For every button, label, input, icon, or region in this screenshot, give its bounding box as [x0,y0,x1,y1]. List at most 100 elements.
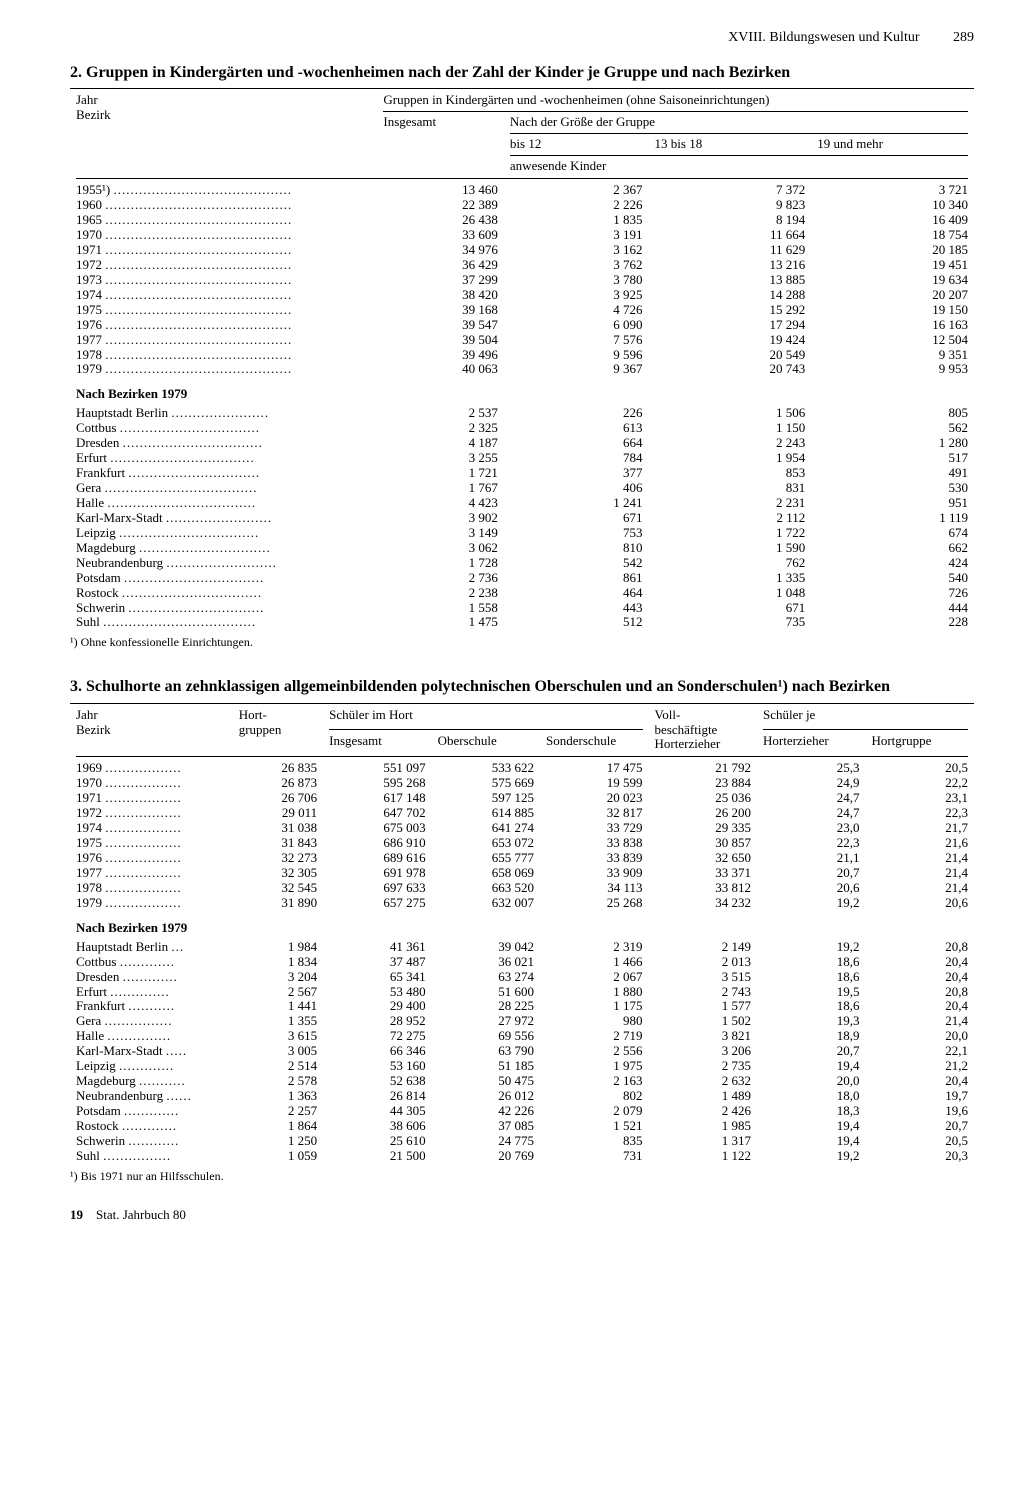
cell: 1 150 [649,421,812,436]
cell: 1 984 [233,940,323,955]
table-row: 1974 ..................31 038675 003641 … [70,821,974,836]
cell: 28 952 [323,1014,431,1029]
row-label: 1972 .................. [70,806,233,821]
cell: 18,6 [757,955,865,970]
cell: 686 910 [323,836,431,851]
cell: 675 003 [323,821,431,836]
t1-h-groupsize: Nach der Größe der Gruppe [504,115,974,130]
t1-h-19mehr: 19 und mehr [811,137,974,152]
cell: 613 [504,421,649,436]
cell: 39 504 [377,333,504,348]
cell: 25 268 [540,896,648,911]
cell: 22,3 [757,836,865,851]
cell: 36 021 [432,955,540,970]
cell: 726 [811,586,974,601]
row-label: Hauptstadt Berlin ... [70,940,233,955]
cell: 835 [540,1134,648,1149]
cell: 2 578 [233,1074,323,1089]
table-row: Magdeburg ..............................… [70,541,974,556]
t2-h-insgesamt: Insgesamt [323,734,431,752]
cell: 53 480 [323,985,431,1000]
cell: 19 451 [811,258,974,273]
cell: 26 200 [649,806,757,821]
cell: 21,4 [865,1014,974,1029]
cell: 9 596 [504,348,649,363]
cell: 21,4 [865,866,974,881]
cell: 1 954 [649,451,812,466]
cell: 26 814 [323,1089,431,1104]
cell: 3 149 [377,526,504,541]
table1-title: 2. Gruppen in Kindergärten und -wochenhe… [70,64,974,82]
table-row: 1969 ..................26 835551 097533 … [70,761,974,776]
cell: 31 843 [233,836,323,851]
row-label: Dresden ................................… [70,436,377,451]
t2-h-je-erzieher: Horterzieher [757,734,865,752]
row-label: Halle ..................................… [70,496,377,511]
row-label: 1960 ...................................… [70,198,377,213]
row-label: Schwerin ...............................… [70,601,377,616]
table-row: 1972 ..................29 011647 702614 … [70,806,974,821]
cell: 562 [811,421,974,436]
cell: 657 275 [323,896,431,911]
row-label: Magdeburg ........... [70,1074,233,1089]
table-row: 1975 ..................31 843686 910653 … [70,836,974,851]
cell: 1 722 [649,526,812,541]
cell: 3 005 [233,1044,323,1059]
row-label: Neubrandenburg ...... [70,1089,233,1104]
cell: 512 [504,615,649,630]
cell: 3 255 [377,451,504,466]
cell: 18,6 [757,999,865,1014]
t2-h-je-gruppe: Hortgruppe [865,734,974,752]
row-label: 1976 .................. [70,851,233,866]
t2-h-oberschule: Oberschule [432,734,540,752]
table-row: Halle ..................................… [70,496,974,511]
cell: 22 389 [377,198,504,213]
row-label: Karl-Marx-Stadt ........................… [70,511,377,526]
cell: 51 600 [432,985,540,1000]
row-label: 1972 ...................................… [70,258,377,273]
cell: 20,5 [865,1134,974,1149]
cell: 597 125 [432,791,540,806]
cell: 20,6 [757,881,865,896]
cell: 32 817 [540,806,648,821]
footer-ref: Stat. Jahrbuch 80 [96,1207,186,1222]
page-number: 289 [953,30,974,46]
cell: 33 839 [540,851,648,866]
cell: 2 556 [540,1044,648,1059]
cell: 23,1 [865,791,974,806]
row-label: Suhl ...................................… [70,615,377,630]
cell: 980 [540,1014,648,1029]
cell: 377 [504,466,649,481]
cell: 3 762 [504,258,649,273]
cell: 32 545 [233,881,323,896]
cell: 18,3 [757,1104,865,1119]
cell: 2 567 [233,985,323,1000]
table-row: 1977 ..................32 305691 978658 … [70,866,974,881]
cell: 37 085 [432,1119,540,1134]
table-row: 1970 ..................26 873595 268575 … [70,776,974,791]
cell: 9 953 [811,362,974,377]
cell: 2 743 [649,985,757,1000]
cell: 24,9 [757,776,865,791]
t2-footnote: ¹) Bis 1971 nur an Hilfsschulen. [70,1170,974,1184]
cell: 1 502 [649,1014,757,1029]
cell: 21,1 [757,851,865,866]
table-row: Erfurt .................................… [70,451,974,466]
cell: 50 475 [432,1074,540,1089]
cell: 20 549 [649,348,812,363]
t2-h-voll: Voll- beschäftigte Horterzieher [649,708,757,753]
table-row: 1965 ...................................… [70,213,974,228]
table-row: Suhl ................1 05921 50020 76973… [70,1149,974,1164]
cell: 1 355 [233,1014,323,1029]
cell: 72 275 [323,1029,431,1044]
cell: 4 726 [504,303,649,318]
cell: 1 335 [649,571,812,586]
cell: 831 [649,481,812,496]
row-label: Frankfurt ..............................… [70,466,377,481]
cell: 491 [811,466,974,481]
cell: 2 735 [649,1059,757,1074]
cell: 63 274 [432,970,540,985]
cell: 42 226 [432,1104,540,1119]
page-header: XVIII. Bildungswesen und Kultur 289 [70,30,974,46]
cell: 735 [649,615,812,630]
